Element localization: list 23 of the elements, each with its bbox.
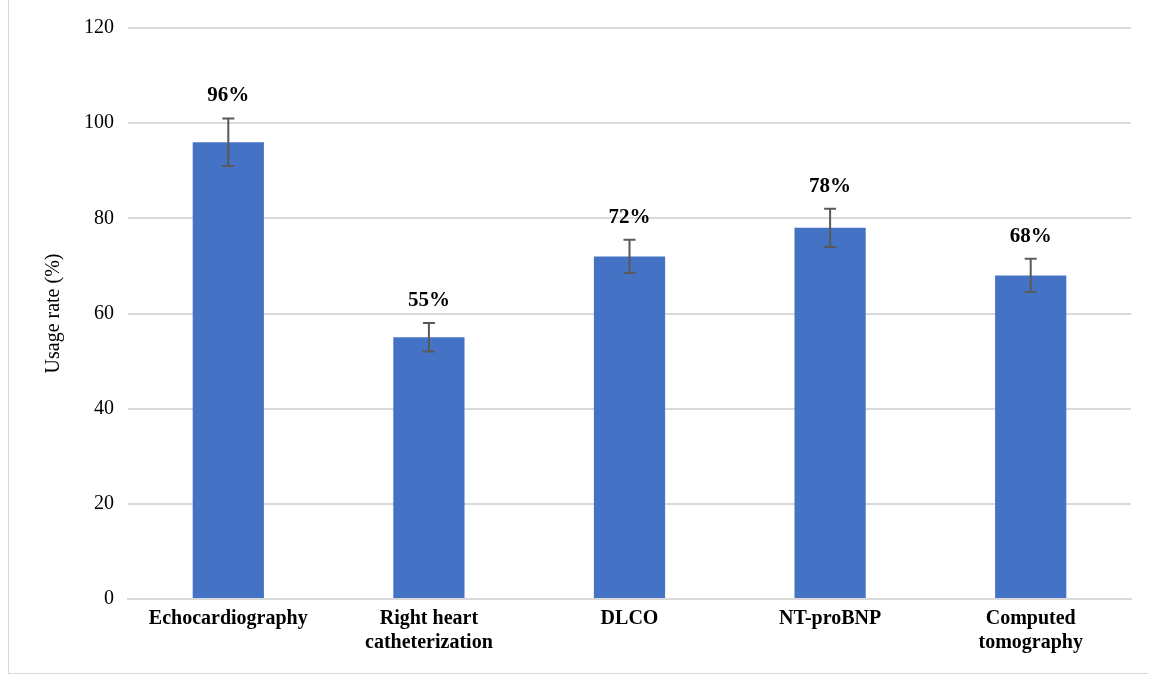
data-label: 55% — [407, 286, 450, 311]
x-tick-label: Right heart catheterization — [365, 606, 493, 653]
x-tick-label: Echocardiography — [148, 606, 308, 630]
bar — [393, 337, 465, 598]
y-tick-label: 20 — [94, 491, 114, 514]
x-tick-label: Computed tomography — [978, 606, 1083, 654]
y-tick-label: 0 — [104, 586, 114, 609]
y-tick-label: 100 — [84, 110, 114, 133]
x-tick-label: NT-proBNP — [778, 606, 882, 630]
data-label: 72% — [608, 203, 651, 228]
bar — [192, 142, 264, 598]
data-label: 68% — [1009, 222, 1052, 247]
bar — [794, 227, 866, 598]
data-label: 96% — [207, 82, 250, 107]
y-tick-label: 40 — [94, 395, 114, 418]
y-tick-label: 120 — [84, 15, 114, 38]
y-axis-title: Usage rate (%) — [41, 253, 65, 374]
y-tick-label: 80 — [94, 205, 114, 228]
x-tick-label: DLCO — [600, 606, 659, 629]
bar — [995, 275, 1067, 598]
y-tick-label: 60 — [94, 300, 114, 323]
data-label: 78% — [809, 172, 852, 197]
bar — [593, 256, 666, 598]
